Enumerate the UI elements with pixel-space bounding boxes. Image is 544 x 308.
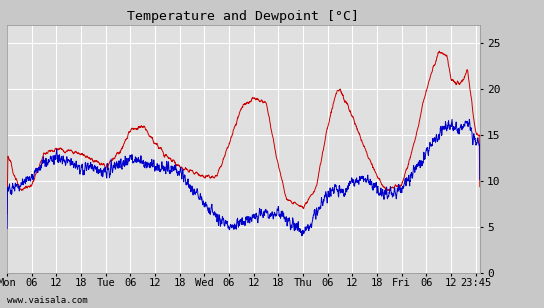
Title: Temperature and Dewpoint [°C]: Temperature and Dewpoint [°C] xyxy=(127,10,360,23)
Text: www.vaisala.com: www.vaisala.com xyxy=(7,296,88,305)
